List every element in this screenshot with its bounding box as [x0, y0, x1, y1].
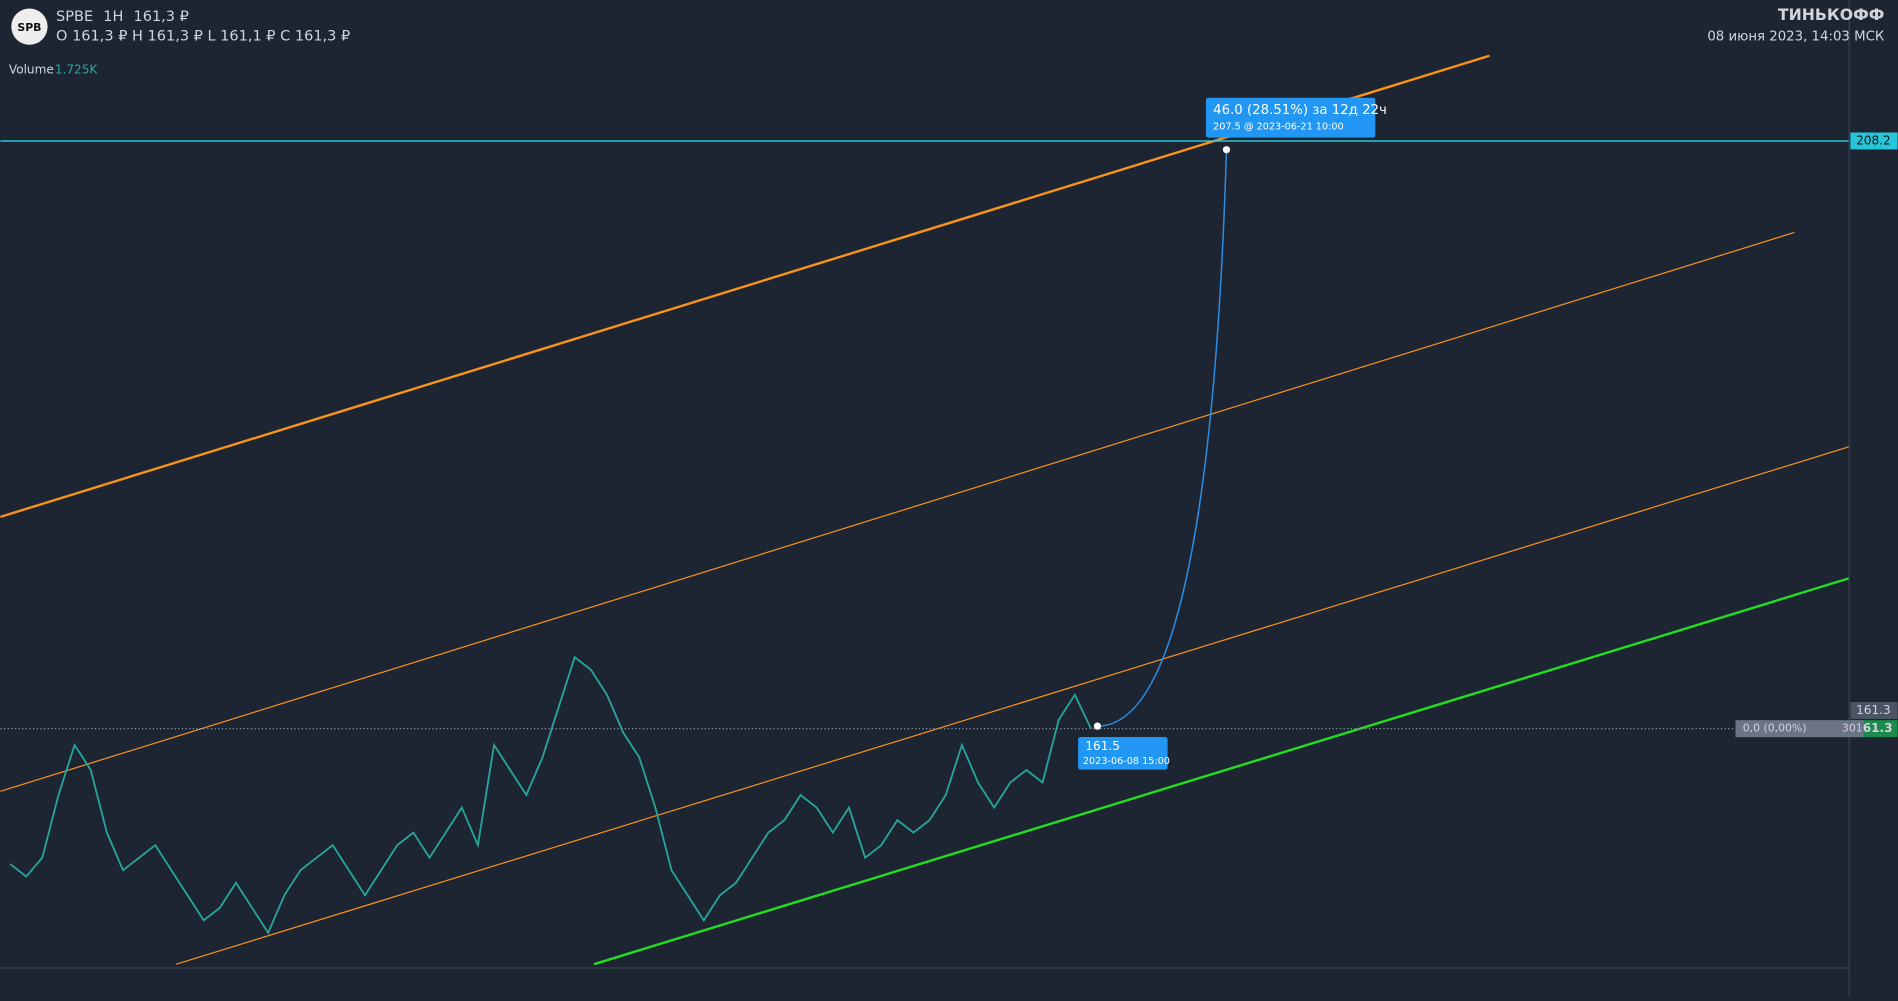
prev-price-label: 161.3: [1856, 703, 1891, 717]
target-label-bg: [1850, 132, 1898, 150]
target-label: 208.2: [1856, 133, 1891, 147]
forecast-end-label: 46.0 (28.51%) за 12д 22ч: [1213, 103, 1387, 118]
forecast-end-time: 207.5 @ 2023-06-21 10:00: [1213, 122, 1343, 133]
forecast-curve: [1097, 149, 1228, 727]
ohlc: O 161,3 ₽ H 161,3 ₽ L 161,1 ₽ C 161,3 ₽: [56, 28, 350, 44]
crosshair-bg: [1735, 720, 1864, 738]
ticker: SPBE: [56, 9, 93, 25]
brand: ТИНЬКОФФ: [1778, 5, 1884, 24]
forecast-end-box: [1205, 97, 1376, 138]
crosshair-change: 0,0 (0,00%): [1743, 722, 1807, 735]
interval: 1H: [103, 9, 123, 25]
trendline: [593, 577, 1850, 966]
volume-value: 1.725K: [55, 63, 99, 77]
trendline: [176, 446, 1850, 965]
price: 161,3 ₽: [133, 9, 188, 25]
crosshair-bars: 301: [1842, 722, 1863, 735]
price-axis: [1849, 0, 1898, 997]
price-line: [9, 655, 1092, 935]
forecast-start-box: [1078, 737, 1168, 770]
logo: [11, 8, 48, 45]
current-price-label: 161.3: [1854, 721, 1892, 735]
forecast-end: [1222, 146, 1231, 154]
prev-label-bg: [1850, 702, 1898, 719]
trendline: [0, 231, 1795, 792]
datetime: 08 июня 2023, 14:03 МСК: [1707, 29, 1884, 44]
forecast-start: [1093, 722, 1102, 730]
forecast-start-time: 2023-06-08 15:00: [1083, 756, 1170, 767]
logo-text: SPB: [17, 21, 41, 34]
forecast-start-label: 161.5: [1085, 739, 1120, 753]
volume-label: Volume: [9, 63, 54, 77]
